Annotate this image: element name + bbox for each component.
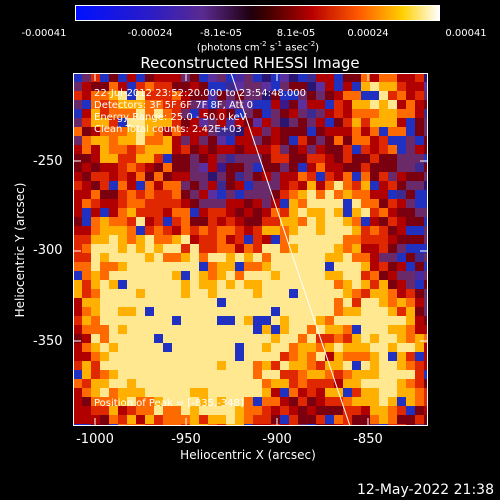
y-tick-label: -350 xyxy=(33,334,63,349)
x-tick-label: -950 xyxy=(171,432,201,447)
y-axis-label: Heliocentric Y (arcsec) xyxy=(13,182,27,318)
colorbar-tick-label: 8.1e-05 xyxy=(276,28,316,39)
info-clean: Clean Total counts: 2.42E+03 xyxy=(94,124,242,135)
colorbar-tick-label: -0.00024 xyxy=(127,28,173,39)
colorbar-tick-label: -8.1e-05 xyxy=(200,28,242,39)
solar-limb-line xyxy=(230,73,351,426)
info-detectors: Detectors: 3F 5F 6F 7F 8F, Att 0 xyxy=(94,100,254,111)
colorbar xyxy=(75,5,440,21)
x-tick-label: -850 xyxy=(353,432,383,447)
plot-title: Reconstructed RHESSI Image xyxy=(140,54,360,72)
colorbar-tick-label: 0.00024 xyxy=(347,28,389,39)
colorbar-tick-label: -0.00041 xyxy=(21,28,67,39)
x-tick-label: -1000 xyxy=(76,432,114,447)
peak-position: Position of Peak = [-835,-348] xyxy=(94,398,244,409)
timestamp: 12-May-2022 21:38 xyxy=(356,482,494,498)
x-axis-label: Heliocentric X (arcsec) xyxy=(180,448,316,462)
colorbar-units: (photons cm-2 s-1 asec-2) xyxy=(196,40,320,54)
info-energy: Energy Range: 25.0 - 50.0 keV xyxy=(94,112,247,123)
y-tick-label: -250 xyxy=(33,154,63,169)
plot-frame xyxy=(73,73,428,426)
x-tick-label: -900 xyxy=(262,432,292,447)
y-tick-label: -300 xyxy=(33,243,63,258)
rhessi-image xyxy=(73,73,428,426)
colorbar-tick-label: 0.00041 xyxy=(445,28,487,39)
info-time: 22-Jul-2012 23:52:20.000 to 23:54:48.000 xyxy=(94,88,306,99)
